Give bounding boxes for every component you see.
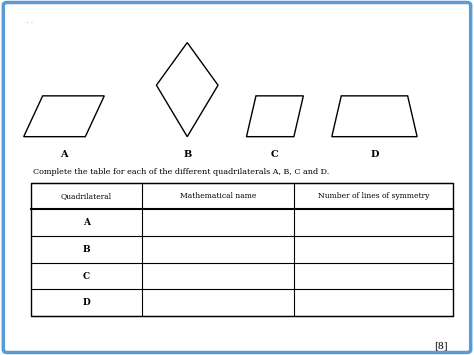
FancyBboxPatch shape	[3, 2, 471, 353]
Text: [8]: [8]	[434, 342, 447, 351]
Text: Mathematical name: Mathematical name	[180, 192, 256, 200]
Text: Number of lines of symmetry: Number of lines of symmetry	[318, 192, 429, 200]
Text: . .: . .	[26, 16, 33, 25]
Text: B: B	[183, 150, 191, 159]
Text: D: D	[82, 298, 91, 307]
Text: D: D	[370, 150, 379, 159]
Text: B: B	[82, 245, 91, 254]
Text: Quadrilateral: Quadrilateral	[61, 192, 112, 200]
Text: A: A	[83, 218, 90, 227]
Text: Complete the table for each of the different quadrilaterals A, B, C and D.: Complete the table for each of the diffe…	[33, 168, 329, 176]
Text: C: C	[271, 150, 279, 159]
Bar	[31, 183, 453, 316]
Text: A: A	[60, 150, 68, 159]
Text: C: C	[83, 272, 90, 280]
